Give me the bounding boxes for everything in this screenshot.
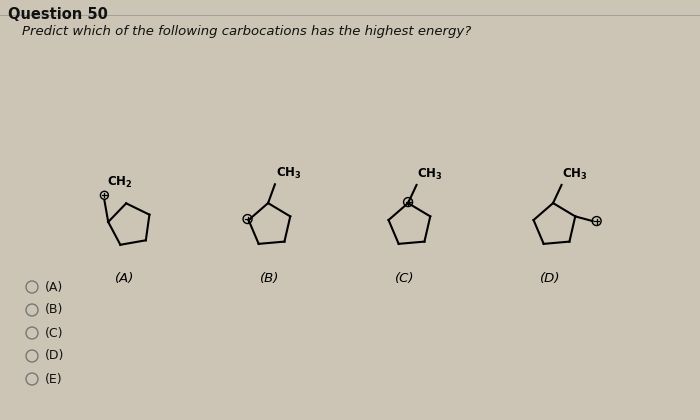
Text: (A): (A) (45, 281, 63, 294)
Text: (C): (C) (395, 272, 414, 285)
Text: $\mathregular{CH_3}$: $\mathregular{CH_3}$ (276, 166, 302, 181)
Text: (E): (E) (45, 373, 62, 386)
Text: Question 50: Question 50 (8, 7, 108, 22)
Text: (C): (C) (45, 326, 64, 339)
Text: Predict which of the following carbocations has the highest energy?: Predict which of the following carbocati… (22, 25, 471, 38)
Text: (B): (B) (45, 304, 64, 317)
Text: $\mathregular{CH_3}$: $\mathregular{CH_3}$ (561, 167, 587, 182)
Text: (D): (D) (540, 272, 560, 285)
Text: (A): (A) (116, 272, 134, 285)
Text: (B): (B) (260, 272, 280, 285)
Text: (D): (D) (45, 349, 64, 362)
Text: $\mathregular{CH_3}$: $\mathregular{CH_3}$ (416, 167, 442, 182)
Text: $\mathregular{CH_2}$: $\mathregular{CH_2}$ (107, 175, 133, 190)
